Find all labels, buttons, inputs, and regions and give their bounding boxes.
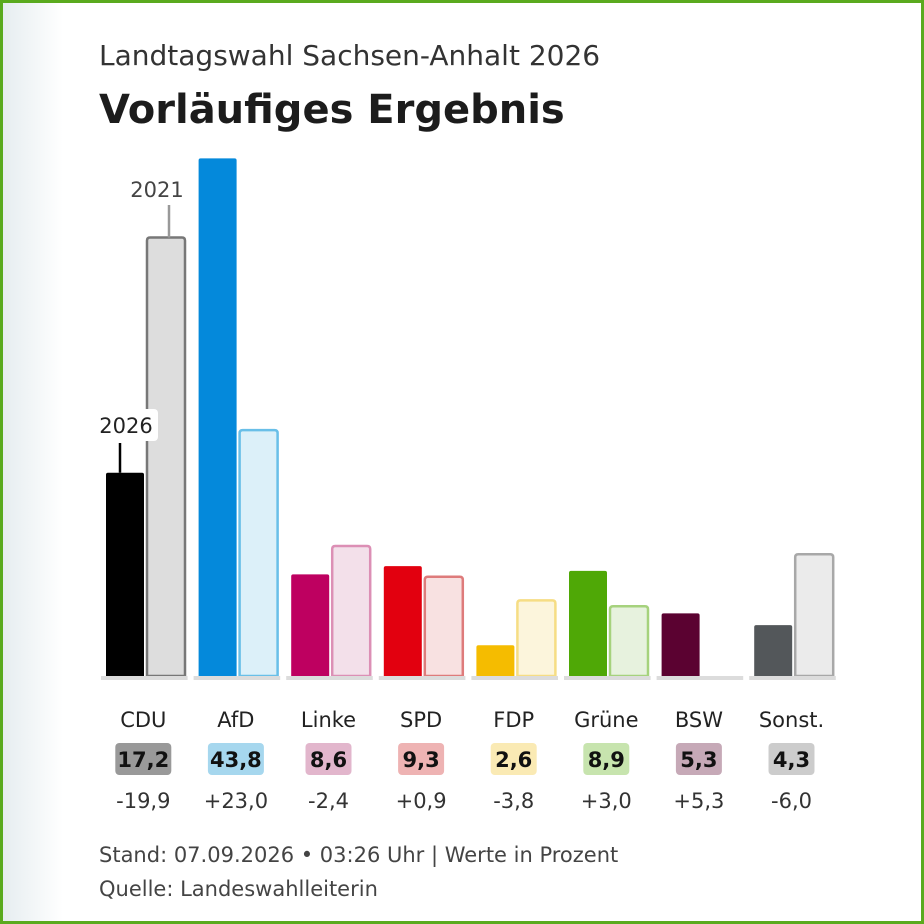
baseline-segment	[749, 676, 836, 680]
value-badge-spd	[398, 743, 445, 775]
value-label-cdu: 17,2	[117, 748, 169, 772]
party-label-cdu: CDU	[120, 708, 166, 732]
baseline-segment	[378, 676, 466, 680]
diff-label-sonst: -6,0	[771, 789, 812, 813]
bar-2021-sonst	[793, 553, 835, 678]
value-badge-afd	[207, 743, 264, 775]
value-label-spd: 9,3	[402, 748, 439, 772]
party-label-grüne: Grüne	[574, 708, 638, 732]
bar-2021-linke	[330, 544, 372, 678]
annotation-2026-label: 2026	[99, 414, 152, 438]
value-badge-bsw	[675, 743, 722, 775]
value-badge-linke	[305, 743, 352, 775]
value-badge-sonst	[768, 743, 815, 775]
annotation-2026-bg	[94, 409, 158, 441]
footer-source: Quelle: Landeswahlleiterin	[99, 877, 378, 901]
diff-label-fdp: -3,8	[493, 789, 534, 813]
baseline-segment	[193, 676, 281, 680]
bar-2021-cdu	[145, 236, 187, 678]
baseline-segment	[656, 676, 744, 680]
value-label-linke: 8,6	[310, 748, 347, 772]
baseline-segment	[286, 676, 373, 680]
party-label-bsw: BSW	[675, 708, 723, 732]
diff-label-bsw: +5,3	[673, 789, 724, 813]
party-label-sonst: Sonst.	[759, 708, 824, 732]
footer-stand: Stand: 07.09.2026 • 03:26 Uhr | Werte in…	[99, 843, 619, 867]
value-badge-fdp	[490, 743, 537, 775]
election-bar-chart: CDU 17,2 -19,9 2026 2021 AfD 43,8 +23,0 Linke 8,6…	[94, 158, 836, 813]
value-label-sonst: 4,3	[773, 748, 810, 772]
bar-2026-afd	[198, 158, 237, 676]
diff-label-cdu: -19,9	[116, 789, 170, 813]
bar-2021-fdp	[516, 599, 557, 678]
baseline-segment	[471, 676, 558, 680]
diff-label-spd: +0,9	[396, 789, 447, 813]
baseline-segment	[564, 676, 651, 680]
annotation-2021-label: 2021	[130, 178, 183, 202]
bar-2026-grüne	[569, 570, 607, 676]
baseline-segment	[101, 676, 188, 680]
party-label-fdp: FDP	[493, 708, 534, 732]
bar-2026-fdp	[476, 645, 515, 676]
bar-2026-cdu	[106, 472, 144, 676]
value-badge-cdu	[115, 743, 172, 775]
bar-2026-bsw	[661, 613, 700, 676]
diff-label-grüne: +3,0	[581, 789, 632, 813]
value-label-fdp: 2,6	[495, 748, 532, 772]
chart-subtitle: Landtagswahl Sachsen-Anhalt 2026	[99, 39, 601, 72]
chart-title: Vorläufiges Ergebnis	[99, 87, 565, 133]
left-edge-shade	[3, 3, 63, 921]
bar-2026-sonst	[754, 625, 793, 676]
party-label-afd: AfD	[217, 708, 254, 732]
value-label-grüne: 8,9	[588, 748, 625, 772]
party-label-linke: Linke	[301, 708, 356, 732]
diff-label-afd: +23,0	[204, 789, 268, 813]
party-label-spd: SPD	[400, 708, 442, 732]
bar-2021-afd	[238, 428, 279, 678]
value-badge-grüne	[583, 743, 630, 775]
value-label-bsw: 5,3	[680, 748, 717, 772]
bar-2026-spd	[383, 566, 422, 676]
value-label-afd: 43,8	[210, 748, 262, 772]
bar-2021-spd	[423, 575, 465, 678]
bar-2021-grüne	[608, 605, 650, 678]
bar-2026-linke	[291, 574, 330, 676]
diff-label-linke: -2,4	[308, 789, 349, 813]
